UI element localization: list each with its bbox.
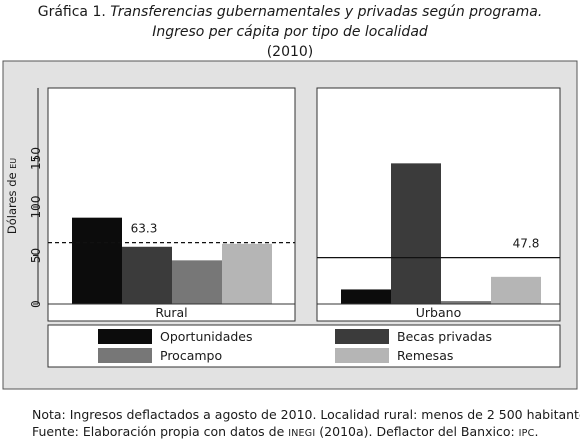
source-text-2: (2010a). Deflactor del Banxico: xyxy=(315,424,519,439)
legend-label-remesas: Remesas xyxy=(397,348,453,363)
bar-rural-procampo xyxy=(172,260,222,304)
y-tick-label: 50 xyxy=(29,248,43,263)
reference-label-rural: 63.3 xyxy=(131,222,158,236)
source-ipc: IPC xyxy=(518,428,535,439)
chart-subtitle: Ingreso per cápita por tipo de localidad xyxy=(152,24,428,40)
footnote-source: Fuente: Elaboración propia con datos de … xyxy=(32,423,580,442)
panel-strip-rural xyxy=(47,303,296,322)
chart-title-block: Gráfica 1. Transferencias gubernamentale… xyxy=(0,2,580,62)
bar-urbano-becas-privadas xyxy=(391,163,441,304)
source-text-1: Fuente: Elaboración propia con datos de xyxy=(32,424,289,439)
bar-rural-oportunidades xyxy=(72,217,122,304)
chart-title: Gráfica 1. Transferencias gubernamentale… xyxy=(0,2,580,22)
legend-label-becas-privadas: Becas privadas xyxy=(397,329,492,344)
chart-year: (2010) xyxy=(266,44,314,60)
y-tick-label: 0 xyxy=(29,300,43,308)
legend-label-procampo: Procampo xyxy=(160,348,222,363)
chart-title-text: Transferencias gubernamentales y privada… xyxy=(110,4,543,20)
legend-swatch-becas-privadas xyxy=(335,329,389,344)
reference-label-urbano: 47.8 xyxy=(513,237,540,251)
panel-label-rural: Rural xyxy=(155,305,187,320)
bar-rural-remesas xyxy=(222,243,272,304)
source-text-end: . xyxy=(534,424,539,439)
footnote-note: Nota: Ingresos deflactados a agosto de 2… xyxy=(32,407,580,422)
panel-label-urbano: Urbano xyxy=(416,305,461,320)
bar-urbano-procampo xyxy=(441,301,491,304)
source-inegi: INEGI xyxy=(288,428,316,439)
y-axis-label: Dólares de EU xyxy=(5,158,19,234)
legend-swatch-procampo xyxy=(98,348,152,363)
footnote-block: Nota: Ingresos deflactados a agosto de 2… xyxy=(32,406,580,442)
y-tick-label: 150 xyxy=(29,147,43,170)
legend-label-oportunidades: Oportunidades xyxy=(160,329,253,344)
y-tick-label: 100 xyxy=(29,196,43,219)
bar-urbano-remesas xyxy=(491,276,541,304)
legend-swatch-oportunidades xyxy=(98,329,152,344)
bar-urbano-oportunidades xyxy=(341,289,391,304)
legend-swatch-remesas xyxy=(335,348,389,363)
chart-title-number: Gráfica 1. xyxy=(37,4,106,20)
bar-rural-becas-privadas xyxy=(122,246,172,304)
panel-strip-urbano xyxy=(316,303,561,322)
